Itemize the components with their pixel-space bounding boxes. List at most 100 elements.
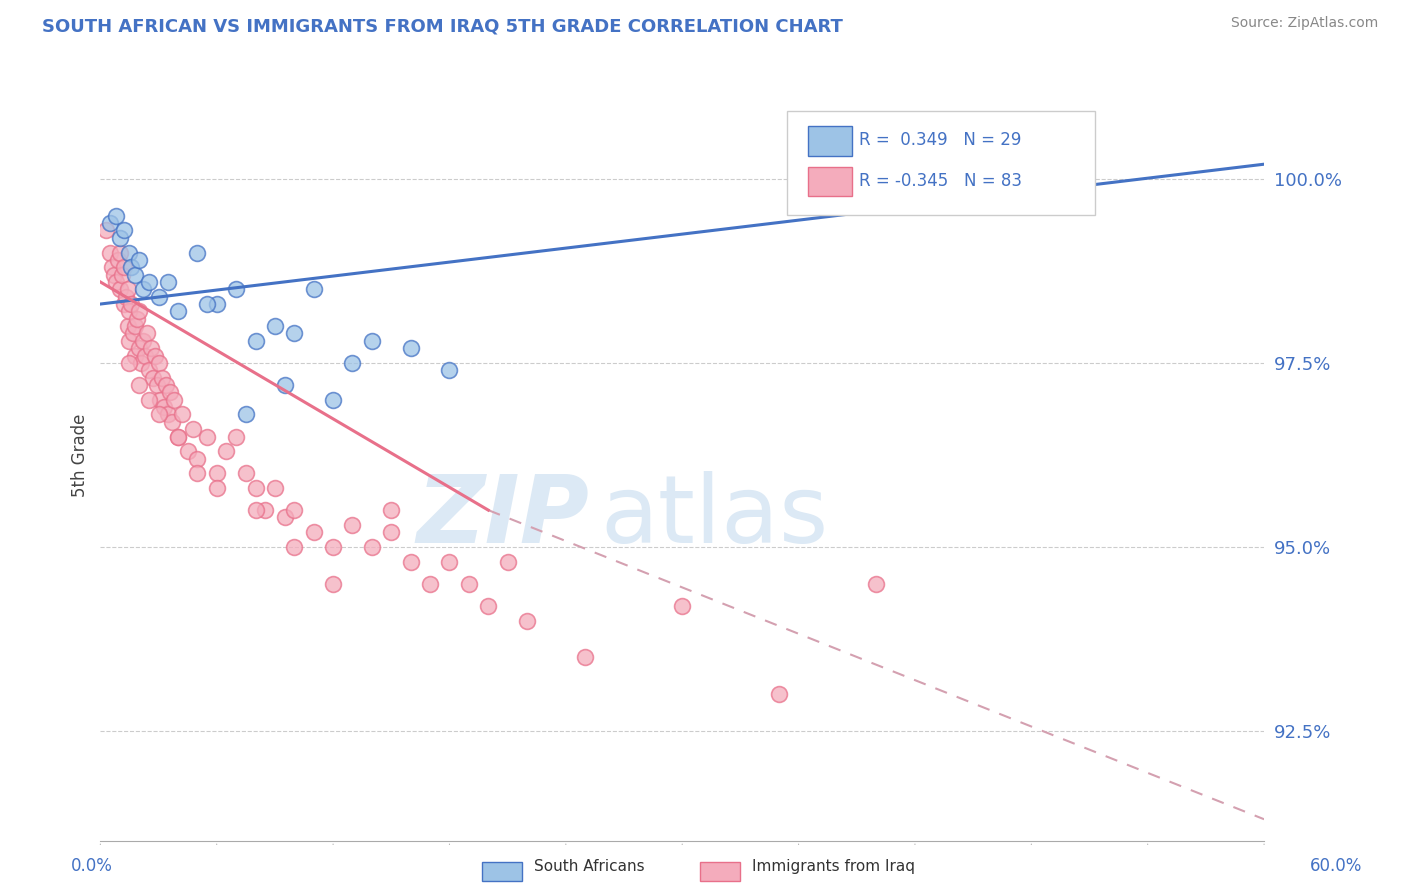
Point [205,297,228,311]
Point [439,363,461,377]
Point [111,268,134,282]
Point [322,576,344,591]
Point [245,503,267,517]
Point [152,370,174,384]
Point [104,209,127,223]
Point [302,525,325,540]
Point [235,467,257,481]
Point [101,260,124,275]
Bar [808,167,852,196]
Point [283,503,305,517]
Point [104,275,127,289]
Y-axis label: 5th Grade: 5th Grade [72,413,89,497]
Point [132,282,155,296]
Point [245,334,267,348]
Point [264,481,287,495]
Point [399,341,422,355]
Point [865,576,887,591]
Point [117,282,139,296]
Point [118,245,141,260]
Point [186,467,208,481]
Point [516,614,538,628]
Point [574,650,596,665]
Point [245,481,267,495]
Point [112,223,135,237]
Point [108,245,131,260]
Text: atlas: atlas [600,471,830,563]
Point [114,290,136,304]
Point [112,260,135,275]
Point [139,341,162,355]
Point [120,260,142,275]
Point [342,517,364,532]
Point [671,599,693,613]
Point [138,363,160,377]
Point [128,341,150,355]
Point [225,282,247,296]
Point [264,319,287,334]
Point [98,216,121,230]
Point [142,370,165,384]
Point [132,334,155,348]
Point [134,349,156,363]
Point [380,503,402,517]
Point [477,599,499,613]
Point [399,555,422,569]
Point [108,231,131,245]
Point [457,576,479,591]
Point [1059,157,1081,171]
Point [322,392,344,407]
Point [148,408,170,422]
Point [148,290,170,304]
Point [360,334,382,348]
Point [215,444,238,458]
Point [225,429,247,443]
Point [122,326,145,341]
Text: ZIP: ZIP [416,471,589,563]
Point [124,319,146,334]
Point [143,349,166,363]
Text: R =  0.349   N = 29: R = 0.349 N = 29 [859,131,1022,149]
Point [170,408,193,422]
Point [153,400,176,414]
Point [98,245,121,260]
Point [254,503,277,517]
Point [160,415,183,429]
Point [138,275,160,289]
Point [167,429,190,443]
Point [118,356,141,370]
Point [163,392,186,407]
Bar [808,127,852,156]
Point [128,378,150,392]
Point [128,304,150,318]
Point [120,297,142,311]
Point [273,510,295,524]
Text: Immigrants from Iraq: Immigrants from Iraq [752,859,915,873]
FancyBboxPatch shape [787,111,1095,215]
Point [186,451,208,466]
Point [138,392,160,407]
Point [112,297,135,311]
Point [183,422,205,436]
Point [159,385,181,400]
Point [103,268,125,282]
Point [96,223,118,237]
Point [195,429,218,443]
Point [496,555,519,569]
Point [129,356,152,370]
Point [167,429,190,443]
Point [124,268,146,282]
Point [118,334,141,348]
Point [205,481,228,495]
Point [145,378,167,392]
Point [283,326,305,341]
Point [195,297,218,311]
Point [283,540,305,554]
Point [148,356,170,370]
Text: South Africans: South Africans [534,859,645,873]
Text: 0.0%: 0.0% [70,856,112,874]
Point [342,356,364,370]
Text: SOUTH AFRICAN VS IMMIGRANTS FROM IRAQ 5TH GRADE CORRELATION CHART: SOUTH AFRICAN VS IMMIGRANTS FROM IRAQ 5T… [42,17,844,35]
Text: R = -0.345   N = 83: R = -0.345 N = 83 [859,171,1022,190]
Point [149,392,172,407]
